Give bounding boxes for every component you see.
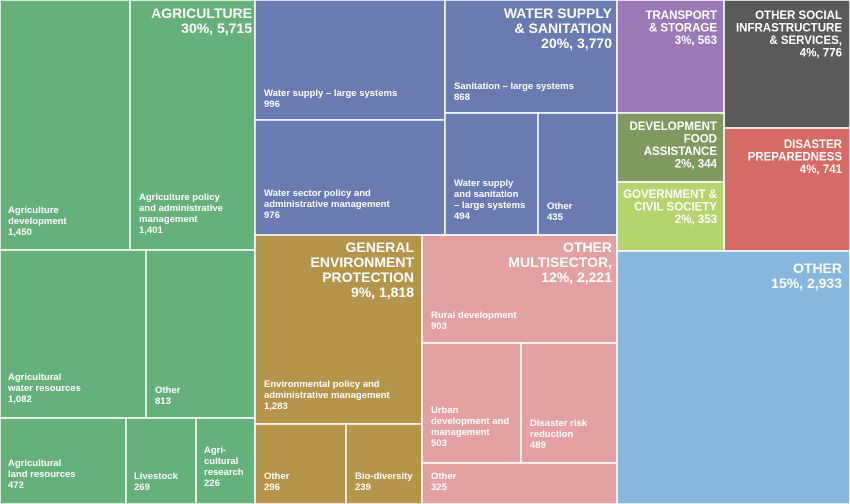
tile-transport-storage bbox=[616, 0, 725, 114]
tile-label-general-environment-protection-bio-diversity: Bio-diversity 239 bbox=[355, 471, 413, 493]
tile-label-agriculture-agricultural-land-resources: Agricultural land resources 472 bbox=[8, 458, 76, 491]
category-transport-storage: TRANSPORT & STORAGE 3%, 563 bbox=[616, 0, 725, 114]
tile-water-supply-sanitation-water-supply-large-systems bbox=[254, 0, 446, 121]
tile-label-agriculture-agri-cultural-research: Agri-cultural research 226 bbox=[204, 445, 244, 489]
tile-water-supply-sanitation-other bbox=[537, 112, 618, 236]
tile-label-water-supply-sanitation-other: Other 435 bbox=[547, 201, 573, 223]
tile-water-supply-sanitation-water-supply-and-sanitation-large-systems bbox=[444, 112, 539, 236]
tile-label-general-environment-protection-other: Other 296 bbox=[264, 471, 290, 493]
category-header-water-supply-sanitation: WATER SUPPLY & SANITATION 20%, 3,770 bbox=[504, 5, 613, 51]
category-header-other-multisector: OTHER MULTISECTOR, 12%, 2,221 bbox=[508, 239, 612, 285]
tile-government-civil-society bbox=[616, 181, 725, 252]
tile-other bbox=[616, 250, 850, 504]
category-development-food-assistance: DEVELOPMENT FOOD ASSISTANCE 2%, 344 bbox=[616, 112, 725, 183]
category-header-transport-storage: TRANSPORT & STORAGE 3%, 563 bbox=[645, 10, 717, 47]
tile-development-food-assistance bbox=[616, 112, 725, 183]
category-disaster-preparedness: DISASTER PREPAREDNESS 4%, 741 bbox=[723, 127, 850, 252]
tile-water-supply-sanitation-sanitation-large-systems bbox=[444, 0, 618, 114]
tile-label-agriculture-livestock: Livestock 269 bbox=[134, 471, 179, 493]
category-general-environment-protection: Environmental policy and administrative m… bbox=[254, 234, 423, 504]
tile-agriculture-agriculture-development bbox=[0, 0, 131, 251]
category-other: OTHER 15%, 2,933 bbox=[616, 250, 850, 504]
tile-label-other-multisector-disaster-risk-reduction: Disaster risk reduction 489 bbox=[530, 418, 588, 451]
category-header-agriculture: AGRICULTURE 30%, 5,715 bbox=[151, 5, 252, 36]
category-header-government-civil-society: GOVERNMENT & CIVIL SOCIETY 2%, 353 bbox=[623, 189, 717, 226]
tile-label-other-multisector-urban-development-and-management: Urban development and management 503 bbox=[431, 405, 509, 449]
category-water-supply-sanitation: Water supply – large systems 996 Sanitatio… bbox=[254, 0, 618, 236]
category-header-other: OTHER 15%, 2,933 bbox=[771, 260, 842, 291]
tile-other-multisector-other bbox=[421, 462, 618, 504]
category-other-multisector: Rural development 903 Urban development and… bbox=[421, 234, 618, 504]
tile-other-multisector-urban-development-and-management bbox=[421, 342, 522, 464]
tile-agriculture-agri-cultural-research bbox=[195, 417, 256, 504]
tile-agriculture-agriculture-policy-and-administrative-management bbox=[129, 0, 256, 251]
tile-agriculture-livestock bbox=[125, 417, 197, 504]
category-agriculture: Agriculture development 1,450 Agriculture p… bbox=[0, 0, 256, 504]
tile-other-multisector-rural-development bbox=[421, 234, 618, 344]
tile-label-general-environment-protection-environmental-policy-and-administrative-management: Environmental policy and administrative m… bbox=[264, 379, 390, 412]
tile-disaster-preparedness bbox=[723, 127, 850, 252]
tile-label-water-supply-sanitation-sanitation-large-systems: Sanitation – large systems 868 bbox=[454, 81, 574, 103]
tile-label-water-supply-sanitation-water-sector-policy-and-administrative-management: Water sector policy and administrative ma… bbox=[264, 188, 390, 221]
tile-label-other-multisector-other: Other 325 bbox=[431, 471, 457, 493]
tile-label-agriculture-other: Other 813 bbox=[155, 385, 181, 407]
category-header-disaster-preparedness: DISASTER PREPAREDNESS 4%, 741 bbox=[748, 139, 843, 176]
tile-label-agriculture-agriculture-policy-and-administrative-management: Agriculture policy and administrative mana… bbox=[139, 192, 223, 236]
category-other-social-infrastructure-services: OTHER SOCIAL INFRASTRUCTURE & SERVICES, 4%,… bbox=[723, 0, 850, 129]
tile-label-agriculture-agricultural-water-resources: Agricultural water resources 1,082 bbox=[7, 372, 81, 405]
tile-general-environment-protection-bio-diversity bbox=[345, 423, 423, 504]
category-header-development-food-assistance: DEVELOPMENT FOOD ASSISTANCE 2%, 344 bbox=[629, 121, 717, 171]
category-header-general-environment-protection: GENERAL ENVIRONMENT PROTECTION 9%, 1,818 bbox=[311, 239, 415, 300]
tile-water-supply-sanitation-water-sector-policy-and-administrative-management bbox=[254, 119, 446, 236]
category-header-other-social-infrastructure-services: OTHER SOCIAL INFRASTRUCTURE & SERVICES, 4%,… bbox=[736, 10, 842, 60]
tile-other-social-infrastructure-services bbox=[723, 0, 850, 129]
tile-label-water-supply-sanitation-water-supply-and-sanitation-large-systems: Water supply and sanitation – large system… bbox=[454, 178, 525, 222]
tile-general-environment-protection-environmental-policy-and-administrative-management bbox=[254, 234, 423, 425]
tile-label-agriculture-agriculture-development: Agriculture development 1,450 bbox=[8, 205, 67, 238]
tile-label-water-supply-sanitation-water-supply-large-systems: Water supply – large systems 996 bbox=[264, 88, 397, 110]
category-government-civil-society: GOVERNMENT & CIVIL SOCIETY 2%, 353 bbox=[616, 181, 725, 252]
tile-label-other-multisector-rural-development: Rural development 903 bbox=[431, 310, 517, 332]
tile-agriculture-other bbox=[145, 249, 256, 419]
